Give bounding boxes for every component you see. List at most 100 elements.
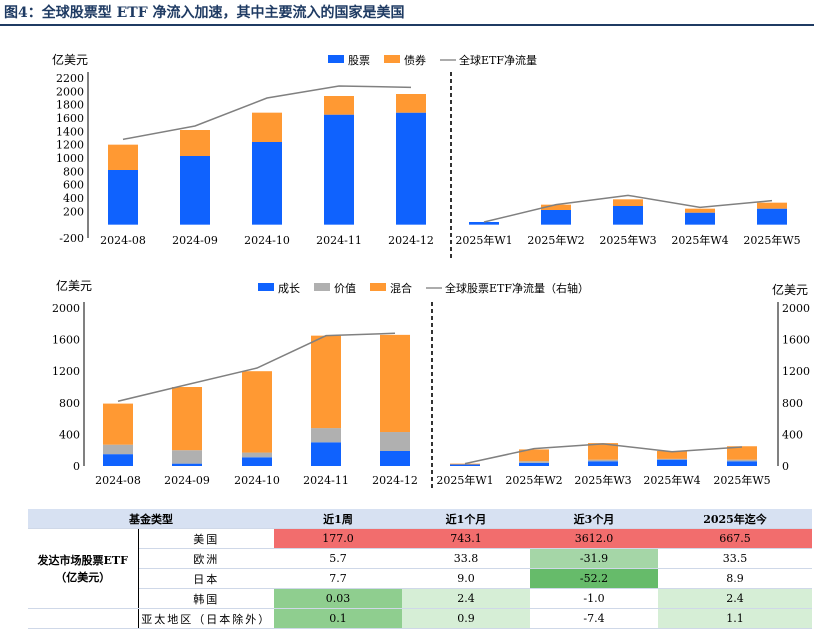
y-tick-label: 1200 [56, 139, 84, 152]
bar-债券 [324, 96, 354, 115]
y-tick-label-right: 2000 [782, 302, 810, 315]
y-tick-label: 2000 [56, 85, 84, 98]
x-tick-label: 2025年W3 [574, 473, 631, 487]
bar-成长 [727, 461, 757, 466]
value-cell: 743.1 [402, 528, 530, 549]
bar-混合 [657, 450, 687, 459]
bar-价值 [657, 458, 687, 460]
y-tick-label: 800 [63, 165, 84, 178]
bar-混合 [450, 463, 480, 465]
legend-label: 价值 [334, 282, 356, 295]
bar-股票 [613, 206, 643, 225]
bar-混合 [380, 334, 410, 433]
region-cell: 日本 [138, 568, 274, 589]
bar-股票 [324, 114, 354, 225]
bar-债券 [757, 202, 787, 209]
y-tick-label: 0 [73, 460, 80, 473]
table-header-cell: 基金类型 [28, 509, 274, 529]
bar-成长 [519, 462, 549, 466]
bar-股票 [180, 156, 210, 225]
y-unit-label-right: 亿美元 [772, 282, 808, 297]
value-cell: 9.0 [402, 568, 530, 589]
x-tick-label: 2024-09 [172, 234, 218, 247]
value-cell: 0.9 [402, 608, 530, 629]
flow-table: 基金类型 近1周 近1个月 近3个月 2025年迄今 发达市场股票ETF（亿美元） 美国 1… [28, 509, 812, 629]
bar-股票 [541, 210, 571, 225]
value-cell: -31.9 [530, 548, 658, 569]
x-tick-label: 2024-11 [303, 474, 349, 487]
legend-swatch [314, 283, 330, 291]
y-tick-label-right: 1200 [782, 365, 810, 378]
value-cell: 177.0 [274, 528, 402, 549]
value-cell: -52.2 [530, 568, 658, 589]
value-cell: 2.4 [402, 588, 530, 609]
y-tick-label: 1800 [56, 99, 84, 112]
series-line [117, 332, 396, 402]
x-tick-label: 2025年W5 [713, 473, 770, 487]
series-line [483, 194, 773, 223]
table-header-cell: 2025年迄今 [658, 509, 812, 529]
x-tick-label: 2025年W2 [527, 233, 584, 247]
table-row: 欧洲 5.7 33.8 -31.9 33.5 [28, 548, 812, 569]
y-tick-label-right: 0 [782, 460, 789, 473]
legend-label: 成长 [278, 282, 300, 295]
y-tick-label-right: 1600 [782, 334, 810, 347]
bar-价值 [519, 461, 549, 463]
y-unit-label-left: 亿美元 [56, 278, 92, 293]
x-tick-label: 2024-12 [372, 474, 418, 487]
figure-title: 图4：全球股票型 ETF 净流入加速，其中主要流入的国家是美国 [4, 5, 405, 21]
value-cell: 5.7 [274, 548, 402, 569]
x-tick-label: 2025年W4 [643, 473, 700, 487]
bar-债券 [541, 204, 571, 210]
group-spacer [28, 608, 139, 629]
x-tick-label: 2024-11 [316, 234, 362, 247]
y-tick-label: 2200 [56, 72, 84, 85]
table-header-cell: 近1周 [274, 509, 402, 529]
x-tick-label: 2024-10 [244, 234, 290, 247]
table-row: 亚太地区（日本除外） 0.1 0.9 -7.4 1.1 [28, 608, 812, 629]
bar-成长 [311, 442, 341, 466]
legend-label: 全球股票ETF净流量（右轴） [445, 281, 589, 295]
bar-成长 [380, 450, 410, 466]
y-tick-label: -200 [59, 232, 84, 245]
bar-股票 [757, 208, 787, 225]
bar-混合 [172, 387, 202, 451]
legend-swatch [328, 55, 344, 63]
value-cell: 7.7 [274, 568, 402, 589]
title-rule [0, 24, 814, 26]
table-row: 韩国 0.03 2.4 -1.0 2.4 [28, 588, 812, 609]
y-tick-label: 1600 [52, 334, 80, 347]
x-tick-label: 2025年W5 [743, 233, 800, 247]
legend-label: 股票 [348, 54, 370, 67]
legend-label: 全球ETF净流量 [459, 53, 537, 67]
value-cell: -1.0 [530, 588, 658, 609]
group-label: 发达市场股票ETF（亿美元） [28, 528, 139, 609]
bar-价值 [172, 450, 202, 464]
value-cell: 2.4 [658, 588, 812, 609]
bar-成长 [450, 464, 480, 466]
value-cell: -7.4 [530, 608, 658, 629]
legend-swatch [384, 55, 400, 63]
y-unit-label: 亿美元 [52, 52, 88, 67]
x-tick-label: 2024-08 [100, 234, 146, 247]
value-cell: 0.1 [274, 608, 402, 629]
bar-债券 [108, 144, 138, 170]
bar-价值 [380, 432, 410, 451]
x-tick-label: 2024-12 [388, 234, 434, 247]
table-row: 发达市场股票ETF（亿美元） 美国 177.0 743.1 3612.0 667.5 [28, 528, 812, 609]
region-cell: 美国 [138, 528, 274, 549]
series-line [122, 85, 412, 141]
region-cell: 亚太地区（日本除外） [138, 608, 274, 629]
bar-混合 [242, 371, 272, 453]
y-tick-label: 1200 [52, 365, 80, 378]
value-cell: 3612.0 [530, 528, 658, 549]
bar-债券 [252, 112, 282, 142]
x-tick-label: 2025年W2 [505, 473, 562, 487]
x-tick-label: 2024-09 [164, 474, 210, 487]
bar-混合 [519, 449, 549, 462]
bar-成长 [103, 454, 133, 466]
y-tick-label: 400 [63, 192, 84, 205]
table-header-cell: 近3个月 [530, 509, 658, 529]
bar-混合 [311, 335, 341, 429]
chart-top: 亿美元 2200200018001600140012001000800600400… [52, 52, 801, 260]
